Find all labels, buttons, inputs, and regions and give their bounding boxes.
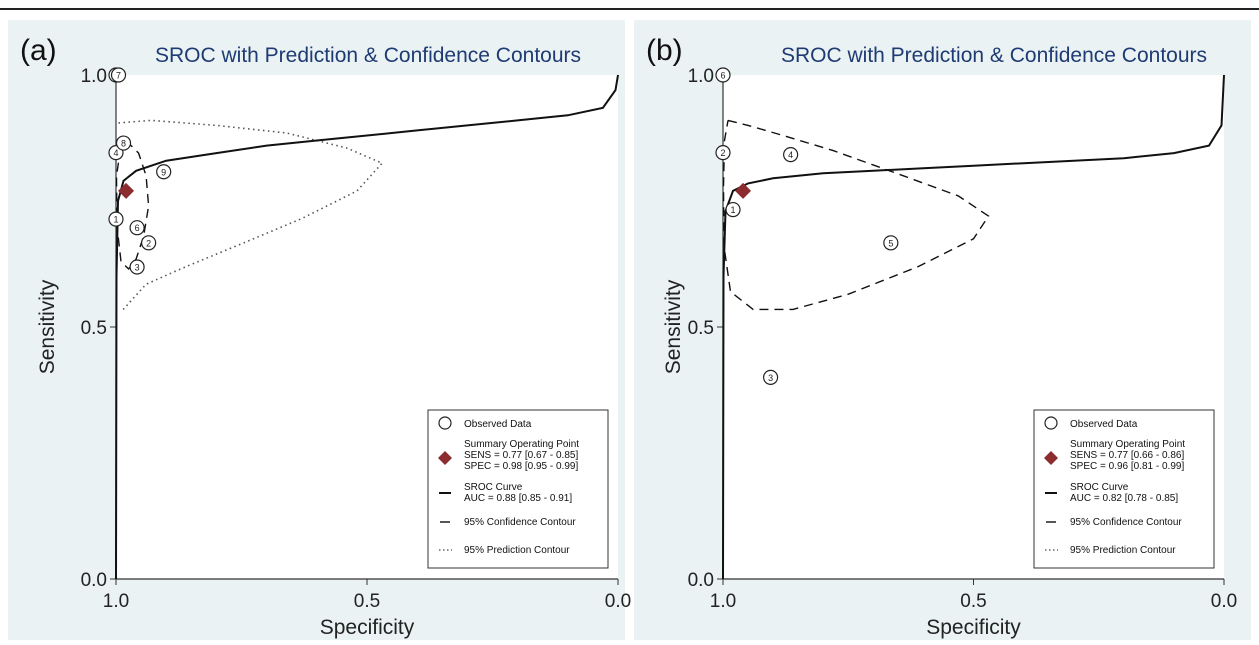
confidence-contour: [722, 119, 990, 311]
summary-point-marker: [735, 182, 752, 199]
confidence-contour: [115, 140, 150, 271]
x-tick-label: 0.0: [605, 591, 631, 612]
panel-a: (a) SROC with Prediction & Confidence Con…: [8, 20, 631, 640]
legend-summary-spec: SPEC = 0.96 [0.81 - 0.99]: [1070, 461, 1184, 472]
legend-sroc-auc: AUC = 0.82 [0.78 - 0.85]: [1070, 493, 1178, 504]
observed-point-label: 2: [720, 148, 725, 158]
legend: Observed Data Summary Operating PointSENS…: [427, 409, 609, 569]
observed-point: [783, 147, 799, 163]
observed-point: [129, 259, 145, 275]
legend-summary-title: Summary Operating Point: [1070, 439, 1185, 450]
observed-point-label: 3: [135, 263, 140, 273]
legend-box: [1033, 409, 1215, 569]
panel-b: (b) SROC with Prediction & Confidence Con…: [634, 20, 1251, 640]
observed-point: [129, 220, 145, 236]
legend-observed-symbol: [438, 416, 452, 430]
summary-point-marker: [118, 182, 135, 199]
observed-point-label: 5: [888, 238, 893, 248]
y-axis-title: Sensitivity: [662, 279, 685, 374]
legend-sroc-auc: AUC = 0.88 [0.85 - 0.91]: [464, 493, 572, 504]
legend-sroc-title: SROC Curve: [464, 482, 523, 493]
legend-observed-label: Observed Data: [1070, 419, 1138, 430]
x-tick-label: 1.0: [710, 591, 736, 612]
y-tick-label: 1.0: [688, 66, 714, 87]
observed-point: [108, 211, 124, 227]
legend-observed-label: Observed Data: [464, 419, 532, 430]
prediction-contour: [118, 119, 384, 313]
legend-sroc-title: SROC Curve: [1070, 482, 1129, 493]
observed-point: [715, 67, 731, 83]
observed-point: [715, 145, 731, 161]
chart-title: SROC with Prediction & Confidence Contou…: [155, 44, 581, 67]
observed-point: [141, 235, 157, 251]
legend-observed-symbol: [1044, 416, 1058, 430]
observed-point-label: 1: [113, 215, 118, 225]
x-tick-label: 0.5: [354, 591, 380, 612]
panel-label: (a): [20, 34, 57, 67]
observed-point: [110, 67, 127, 83]
x-tick-label: 0.5: [960, 591, 986, 612]
legend-summary-sens: SENS = 0.77 [0.67 - 0.85]: [464, 450, 578, 461]
legend: Observed Data Summary Operating PointSENS…: [1033, 409, 1215, 569]
observed-point-label: 8: [121, 139, 126, 149]
observed-point-label: 1: [731, 205, 736, 215]
observed-point-label: 6: [135, 223, 140, 233]
observed-point-label: 4: [113, 148, 118, 158]
observed-point-label: 3: [768, 373, 773, 383]
legend-prediction-label: 95% Prediction Contour: [464, 545, 570, 556]
legend-summary-spec: SPEC = 0.98 [0.95 - 0.99]: [464, 461, 578, 472]
sroc-curve: [722, 74, 1225, 580]
observed-point-label: 4: [788, 150, 793, 160]
y-tick-label: 1.0: [81, 66, 107, 87]
chart-title: SROC with Prediction & Confidence Contou…: [781, 44, 1207, 67]
observed-point-label: 6: [720, 71, 725, 81]
legend-summary-title: Summary Operating Point: [464, 439, 579, 450]
observed-point: [156, 164, 172, 180]
y-tick-label: 0.0: [81, 570, 107, 591]
observed-point: [725, 201, 741, 218]
observed-point: [883, 235, 899, 251]
panel-label: (b): [646, 34, 683, 67]
y-tick-label: 0.5: [81, 318, 107, 339]
observed-point-label: 7: [116, 71, 121, 81]
legend-summary-sens: SENS = 0.77 [0.66 - 0.86]: [1070, 450, 1184, 461]
legend-confidence-label: 95% Confidence Contour: [464, 517, 576, 528]
legend-summary-symbol: [1044, 451, 1058, 465]
legend-prediction-label: 95% Prediction Contour: [1070, 545, 1176, 556]
observed-point: [115, 135, 132, 151]
x-axis-title: Specificity: [320, 616, 415, 639]
legend-summary-symbol: [438, 451, 452, 465]
x-tick-label: 1.0: [103, 591, 129, 612]
legend-confidence-label: 95% Confidence Contour: [1070, 517, 1182, 528]
observed-point-label: 9: [161, 167, 166, 177]
y-axis-title: Sensitivity: [36, 279, 59, 374]
observed-point-label: 2: [146, 238, 151, 248]
y-tick-label: 0.5: [688, 318, 714, 339]
legend-box: [427, 409, 609, 569]
x-axis-title: Specificity: [926, 616, 1021, 639]
y-tick-label: 0.0: [688, 570, 714, 591]
observed-point: [762, 369, 779, 385]
x-tick-label: 0.0: [1211, 591, 1237, 612]
